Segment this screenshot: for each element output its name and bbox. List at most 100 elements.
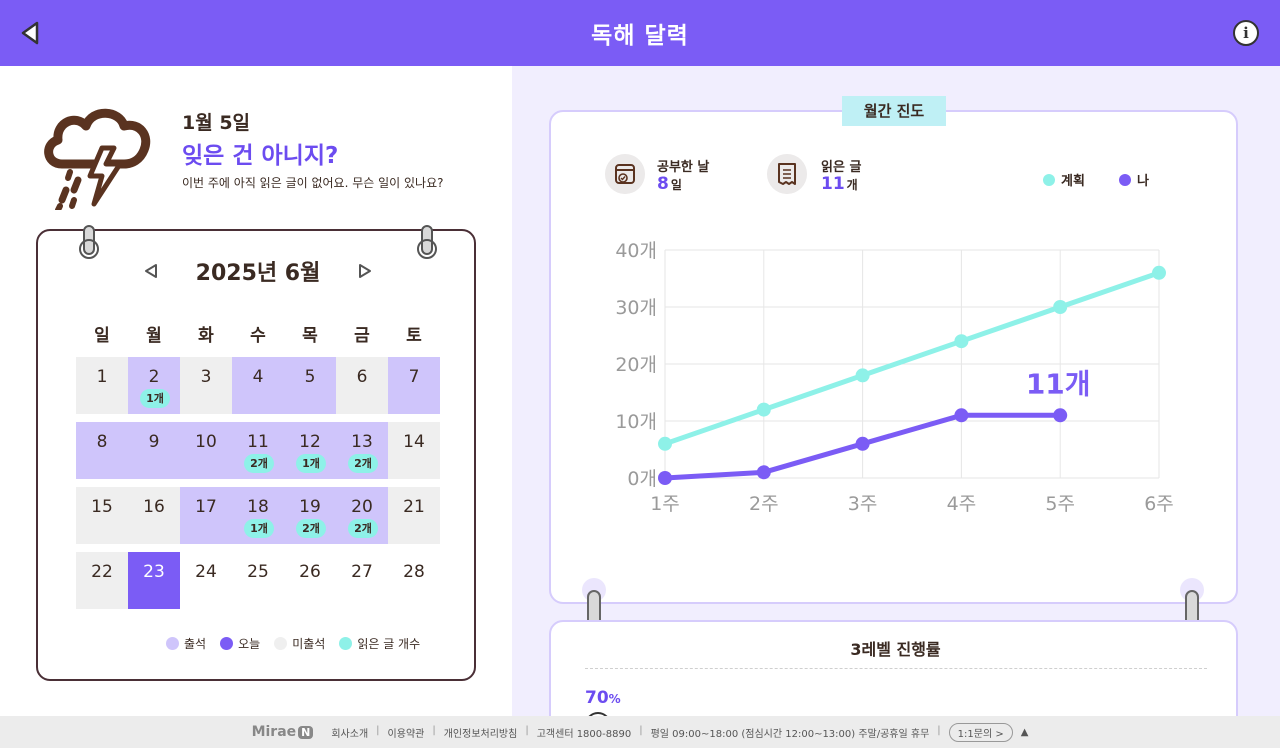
calendar-day-26[interactable]: 26 — [284, 552, 336, 609]
calendar-day-17[interactable]: 17 — [180, 487, 232, 544]
x-tick-label: 3주 — [848, 493, 878, 512]
day-number: 6 — [356, 367, 368, 387]
calendar-day-7[interactable]: 7 — [388, 357, 440, 414]
x-tick-label: 4주 — [947, 493, 977, 512]
calendar-day-10[interactable]: 10 — [180, 422, 232, 479]
calendar-day-3[interactable]: 3 — [180, 357, 232, 414]
scroll-top-icon[interactable]: ▲ — [1020, 726, 1029, 738]
info-icon[interactable]: i — [1233, 20, 1259, 46]
weekday-label: 금 — [354, 326, 370, 346]
calendar-day-12[interactable]: 12 1개 — [284, 422, 336, 479]
day-number: 25 — [247, 562, 269, 582]
calendar-month: 2025년 6월 — [195, 261, 321, 286]
calendar-day-25[interactable]: 25 — [232, 552, 284, 609]
legend-plan-dot — [1043, 173, 1055, 186]
study-days-label: 공부한 날 — [657, 160, 710, 175]
day-number: 15 — [91, 497, 113, 517]
inquiry-button[interactable]: 1:1문의 > — [948, 722, 1013, 742]
progress-line-chart: 0개 10개 20개 30개 40개 1주 2주 3주 4주 5주 6주 11개 — [615, 240, 1174, 512]
footer-link[interactable]: 개인정보처리방침 — [443, 728, 518, 740]
calendar-day-23[interactable]: 23 — [128, 552, 180, 609]
footer: Mirae N 회사소개 | 이용약관 | 개인정보처리방침 | 고객센터 1800-8890… — [0, 716, 1280, 748]
data-point — [658, 471, 672, 485]
day-number: 21 — [403, 497, 425, 517]
read-count-badge: 1개 — [244, 519, 274, 538]
chart-annotation: 11개 — [1026, 367, 1091, 400]
calendar-day-15[interactable]: 15 — [76, 487, 128, 544]
day-number: 2 — [148, 367, 160, 387]
day-number: 13 — [351, 432, 373, 452]
calendar-grid: 1 2 1개 3 4 5 6 7 8 9 10 11 2개 12 1개 13 2개 14 15 16 17 18 1개 19 2… — [76, 357, 440, 617]
x-tick-label: 2주 — [749, 493, 779, 512]
calendar-legend: 출석 오늘 미출석 읽은 글 개수 — [166, 635, 420, 652]
level-title: 3레벨 진행률 — [850, 640, 941, 659]
calendar-day-18[interactable]: 18 1개 — [232, 487, 284, 544]
level-percent: 70% — [585, 688, 621, 708]
day-number: 9 — [148, 432, 160, 452]
read-count-badge: 2개 — [296, 519, 326, 538]
calendar-day-2[interactable]: 2 1개 — [128, 357, 180, 414]
day-number: 3 — [200, 367, 212, 387]
legend-plan: 계획 — [1043, 170, 1085, 189]
legend-me: 나 — [1119, 170, 1149, 189]
legend-label: 출석 — [184, 637, 207, 651]
legend-item: 출석 — [166, 635, 206, 652]
legend-item: 오늘 — [220, 635, 260, 652]
calendar-day-16[interactable]: 16 — [128, 487, 180, 544]
day-number: 17 — [195, 497, 217, 517]
data-point — [855, 368, 870, 383]
calendar-day-5[interactable]: 5 — [284, 357, 336, 414]
data-point — [756, 402, 771, 417]
footer-separator: | — [376, 724, 380, 736]
back-arrow-icon[interactable] — [18, 20, 42, 46]
series-line-plan — [662, 270, 1162, 447]
footer-link[interactable]: 회사소개 — [331, 728, 369, 740]
weekday-label: 일 — [94, 326, 110, 346]
calendar-day-28[interactable]: 28 — [388, 552, 440, 609]
calendar-day-14[interactable]: 14 — [388, 422, 440, 479]
calendar-day-13[interactable]: 13 2개 — [336, 422, 388, 479]
day-number: 14 — [403, 432, 425, 452]
footer-separator: | — [937, 724, 941, 736]
legend-plan-label: 계획 — [1061, 174, 1085, 189]
calendar-day-1[interactable]: 1 — [76, 357, 128, 414]
legend-dot — [274, 637, 288, 650]
calendar-day-9[interactable]: 9 — [128, 422, 180, 479]
calendar-day-24[interactable]: 24 — [180, 552, 232, 609]
legend-label: 읽은 글 개수 — [357, 637, 421, 651]
y-tick-label: 20개 — [615, 354, 657, 376]
calendar-day-27[interactable]: 27 — [336, 552, 388, 609]
calendar-day-19[interactable]: 19 2개 — [284, 487, 336, 544]
calendar-day-11[interactable]: 11 2개 — [232, 422, 284, 479]
footer-separator: | — [525, 724, 529, 736]
calendar-day-6[interactable]: 6 — [336, 357, 388, 414]
day-number: 11 — [247, 432, 269, 452]
calendar-day-20[interactable]: 20 2개 — [336, 487, 388, 544]
calendar-day-21[interactable]: 21 — [388, 487, 440, 544]
page-title: 독해 달력 — [591, 23, 689, 49]
legend-me-label: 나 — [1137, 174, 1149, 189]
read-count-badge: 1개 — [140, 389, 170, 408]
message-subtitle: 이번 주에 아직 읽은 글이 없어요. 무슨 일이 있나요? — [182, 176, 444, 190]
weekday-label: 목 — [302, 326, 318, 346]
day-number: 19 — [299, 497, 321, 517]
calendar-day-22[interactable]: 22 — [76, 552, 128, 609]
day-number: 24 — [195, 562, 217, 582]
calendar-day-8[interactable]: 8 — [76, 422, 128, 479]
x-tick-label: 6주 — [1144, 493, 1174, 512]
weekday-label: 수 — [250, 326, 266, 346]
day-number: 8 — [96, 432, 108, 452]
mirae-logo[interactable]: Mirae N — [252, 724, 314, 740]
day-number: 27 — [351, 562, 373, 582]
next-month-icon[interactable] — [358, 263, 372, 279]
footer-link[interactable]: 이용약관 — [387, 728, 425, 740]
read-count-badge: 1개 — [296, 454, 326, 473]
read-count-badge: 2개 — [244, 454, 274, 473]
prev-month-icon[interactable] — [144, 263, 158, 279]
calendar-day-4[interactable]: 4 — [232, 357, 284, 414]
footer-link[interactable]: 평일 09:00~18:00 (점심시간 12:00~13:00) 주말/공휴일… — [650, 728, 930, 740]
footer-link[interactable]: 고객센터 1800-8890 — [536, 728, 632, 740]
level-percent-value: 70 — [585, 688, 609, 708]
day-number: 5 — [304, 367, 316, 387]
